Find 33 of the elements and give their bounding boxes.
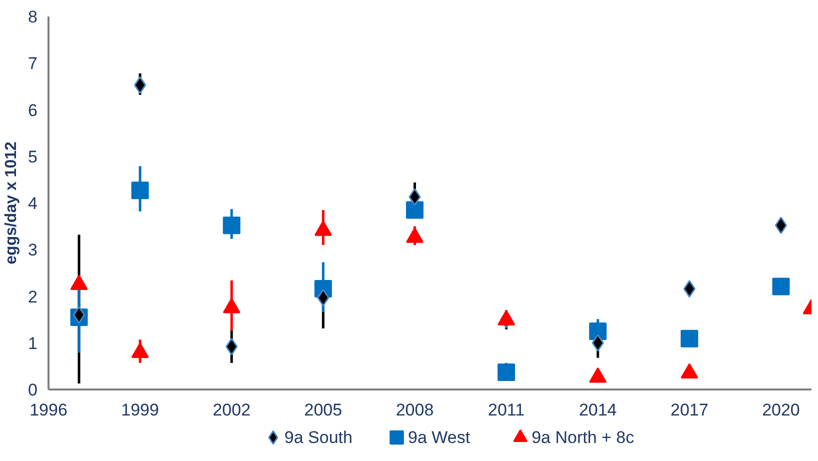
point (680, 330, 698, 348)
x-tick-label: 2008 (396, 400, 434, 420)
x-tick-label: 2005 (304, 400, 342, 420)
x-tick-label: 2014 (578, 400, 617, 420)
point (406, 201, 424, 219)
y-tick-label: 2 (28, 287, 38, 306)
x-tick-label: 1996 (30, 400, 68, 420)
y-tick-label: 0 (28, 380, 38, 400)
y-tick-label: 3 (28, 240, 38, 260)
point (498, 364, 516, 381)
y-tick-label: 6 (28, 100, 38, 120)
legend-label: 9a North + 8c (532, 428, 635, 447)
y-tick-label: 8 (28, 8, 38, 26)
point (683, 280, 696, 298)
point (131, 182, 149, 200)
point (72, 306, 86, 324)
point (772, 278, 790, 296)
x-tick-label: 2011 (488, 400, 525, 420)
y-tick-label: 5 (28, 147, 38, 166)
y-axis-title: eggs/day x 1012 (3, 142, 20, 264)
point (589, 322, 607, 340)
x-tick-label: 2017 (670, 400, 708, 420)
legend-label: 9a West (408, 428, 470, 447)
legend-label: 9a South (284, 428, 352, 447)
x-tick-label: 2002 (212, 400, 251, 420)
point (134, 76, 146, 94)
point (222, 216, 240, 234)
y-tick-label: 1 (28, 334, 38, 353)
y-tick-label: 7 (28, 54, 38, 74)
x-tick-label: 1999 (121, 400, 159, 420)
y-tick-label: 4 (28, 194, 38, 213)
point (774, 216, 788, 234)
x-tick-label: 2020 (762, 400, 800, 420)
